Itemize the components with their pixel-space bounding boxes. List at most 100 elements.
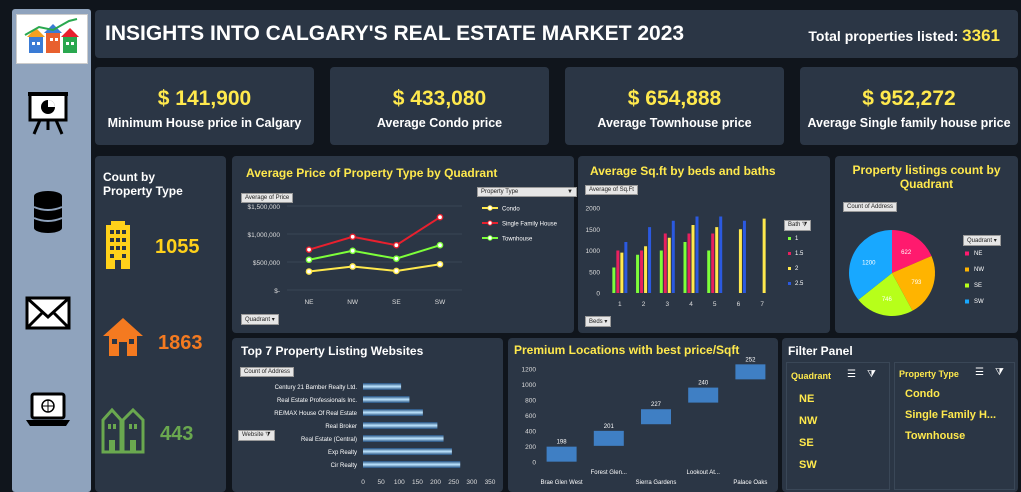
bar (641, 409, 671, 425)
beds-axis-button[interactable]: Beds ▾ (585, 316, 612, 327)
clear-filter-icon[interactable]: ⧩ (995, 367, 1004, 378)
slicer-item-townhouse[interactable]: Townhouse (905, 430, 966, 442)
y-tick-label: 400 (525, 429, 536, 436)
quadrant-filter-button[interactable]: Quadrant ▾ (963, 235, 1001, 246)
x-tick-label: Sierra Gardens (636, 480, 677, 486)
kpi-label: Average Condo price (376, 116, 503, 130)
websites-count-chip[interactable]: Count of Address (240, 367, 295, 377)
count-of-address-chip[interactable]: Count of Address (843, 202, 898, 212)
bar (644, 246, 648, 293)
premium-bar-chart: 0 200 400 600 800 1000 1200 198 Brae Glen West 2… (522, 357, 768, 486)
laptop-icon[interactable] (22, 388, 74, 436)
bar (762, 218, 766, 293)
slicer-item-condo[interactable]: Condo (905, 388, 940, 400)
bar (636, 254, 640, 293)
y-tick: $500,000 (253, 260, 280, 267)
x-tick-label: NW (347, 299, 359, 306)
kpi-label: Average Single family house price (807, 116, 1011, 130)
bar (691, 225, 695, 293)
bar (624, 242, 628, 293)
slicer-item-nw[interactable]: NW (799, 415, 818, 427)
sqft-chart-panel: Average Sq.ft by beds and baths Average … (578, 156, 830, 333)
kpi-value: $ 433,080 (392, 87, 487, 110)
mail-icon[interactable] (22, 290, 74, 338)
bar (593, 430, 624, 446)
quadrant-pie-chart: 622 793 746 1200 NE NW SE SW (849, 230, 984, 316)
legend-label: Condo (502, 207, 520, 213)
bar (667, 237, 671, 293)
slicer-item-se[interactable]: SE (799, 437, 814, 449)
bar (616, 250, 620, 293)
count-panel-title: Count by Property Type (103, 170, 183, 198)
bar (640, 250, 644, 293)
legend-marker (487, 235, 493, 241)
property-type-slicer: Property Type ☰ ⧩ Condo Single Family H.… (894, 362, 1015, 490)
property-type-filter-button[interactable]: Property Type ▼ (477, 187, 577, 197)
quadrant-axis-button[interactable]: Quadrant ▾ (241, 314, 279, 325)
legend-marker (487, 220, 493, 226)
quadrant-legend-chip-label: Quadrant (967, 238, 993, 244)
premium-locations-panel: Premium Locations with best price/Sqft 0… (508, 338, 778, 492)
bar (363, 383, 402, 390)
bar (620, 252, 624, 293)
x-tick-label: 3 (665, 301, 669, 308)
legend-label: 1 (795, 236, 799, 242)
beds-chip-label: Beds (589, 319, 603, 325)
y-tick-label: 0 (596, 291, 600, 298)
bar (546, 446, 577, 462)
presentation-icon[interactable] (22, 90, 74, 138)
quadrant-slicer-header: Quadrant (791, 371, 832, 381)
database-icon[interactable] (22, 188, 74, 236)
legend-label: SW (974, 299, 984, 305)
category-label: Real Broker (325, 424, 357, 430)
legend-swatch (788, 267, 791, 270)
kpi-avg-condo-price: $ 433,080 Average Condo price (330, 67, 549, 145)
bar (363, 396, 410, 403)
slicer-item-ne[interactable]: NE (799, 393, 815, 405)
category-label: Exp Realty (328, 450, 357, 456)
y-tick-label: 1200 (522, 367, 537, 374)
average-price-chip[interactable]: Average of Price (241, 193, 294, 203)
x-tick-label: 250 (448, 479, 459, 486)
multi-select-icon[interactable]: ☰ (847, 369, 856, 380)
page-title: INSIGHTS INTO CALGARY'S REAL ESTATE MARK… (105, 22, 685, 45)
x-tick-label: 300 (466, 479, 477, 486)
bar (363, 448, 452, 455)
slicer-item-single-family[interactable]: Single Family H... (905, 409, 997, 421)
y-tick-label: 1000 (586, 248, 601, 255)
data-point (305, 268, 313, 275)
pie-slice (892, 230, 932, 273)
legend-label: 2 (795, 266, 799, 272)
x-tick-label: 6 (737, 301, 741, 308)
website-filter-button[interactable]: Website ⧩ (238, 430, 275, 441)
data-point (436, 260, 444, 268)
website-chip-label: Website (242, 432, 264, 438)
kpi-label: Minimum House price in Calgary (107, 116, 302, 130)
bar (663, 233, 667, 293)
bar (735, 364, 766, 380)
legend-swatch (788, 282, 791, 285)
legend-label: Single Family House (502, 222, 558, 228)
clear-filter-icon[interactable]: ⧩ (867, 369, 876, 380)
bath-filter-button[interactable]: Bath ⧩ (784, 220, 812, 231)
slice-label: 1200 (862, 260, 876, 266)
slice-label: 622 (901, 250, 912, 256)
x-tick-label: Forest Glen... (591, 470, 628, 476)
slicer-item-sw[interactable]: SW (799, 459, 817, 471)
category-label: Real Estate Professionals Inc. (277, 398, 357, 404)
bar (683, 242, 687, 293)
x-tick-label: 50 (378, 479, 386, 486)
x-tick-label: SE (392, 299, 401, 306)
average-sqft-chip[interactable]: Average of Sq.Ft (585, 185, 638, 195)
category-label: RE/MAX House Of Real Estate (274, 411, 357, 417)
category-label: Century 21 Bamber Realty Ltd. (275, 385, 358, 391)
legend-swatch (965, 251, 969, 256)
apartment-building-icon (106, 221, 130, 269)
bar (659, 250, 663, 293)
quadrant-line-chart: $1,500,000 $1,000,000 $500,000 $- NE NW SE… (247, 204, 558, 306)
x-tick-label: 350 (485, 479, 496, 486)
websites-chart-panel: Top 7 Property Listing Websites Count of… (232, 338, 503, 492)
multi-select-icon[interactable]: ☰ (975, 367, 984, 378)
legend-swatch (965, 267, 969, 272)
title-bar: INSIGHTS INTO CALGARY'S REAL ESTATE MARK… (95, 10, 1018, 58)
